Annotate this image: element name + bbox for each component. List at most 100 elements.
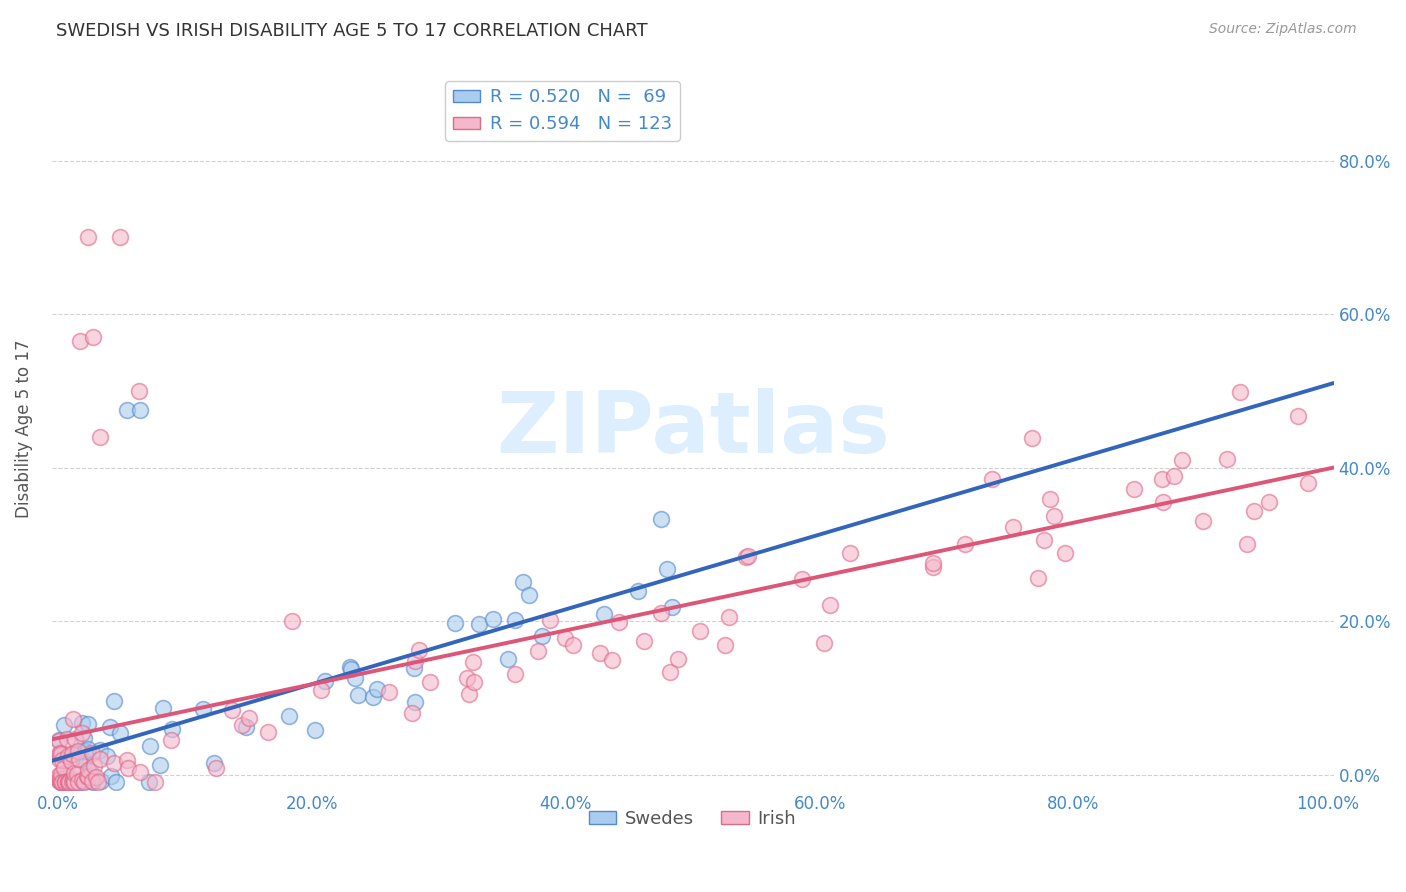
Point (60, 775, 83, 789)
Point (62, 772, 84, 787)
Point (52, 718, 75, 732)
Point (65, 731, 87, 746)
Point (75, 773, 97, 788)
Point (67, 775, 90, 789)
Point (278, 708, 301, 723)
Point (59, 775, 82, 789)
Point (53, 761, 76, 775)
Point (117, 762, 139, 776)
Point (340, 662, 363, 676)
Point (1026, 571, 1049, 585)
Point (49, 775, 72, 789)
Point (633, 634, 655, 648)
Y-axis label: Disability Age 5 to 17: Disability Age 5 to 17 (15, 340, 32, 518)
Point (463, 674, 485, 689)
Point (80, 746, 103, 760)
Point (48, 772, 70, 787)
Point (463, 655, 485, 669)
Point (1001, 519, 1024, 533)
Point (108, 230, 131, 244)
Point (922, 556, 945, 570)
Point (59, 755, 82, 769)
Point (76, 770, 98, 784)
Point (1243, 504, 1265, 518)
Point (627, 584, 650, 599)
Point (69, 334, 91, 348)
Point (655, 561, 678, 575)
Point (149, 758, 172, 772)
Point (953, 537, 976, 551)
Point (79, 764, 101, 779)
Point (56, 775, 79, 789)
Point (193, 702, 215, 716)
Point (90, 773, 112, 788)
Point (98, 720, 121, 734)
Point (512, 575, 534, 590)
Point (314, 674, 336, 689)
Point (1215, 451, 1237, 466)
Point (56, 775, 79, 789)
Point (49, 775, 72, 789)
Point (83, 759, 105, 773)
Point (70, 772, 93, 787)
Point (77, 717, 100, 731)
Point (481, 612, 503, 626)
Point (70, 726, 93, 740)
Point (62, 712, 84, 726)
Point (1286, 409, 1309, 423)
Point (517, 588, 540, 602)
Point (138, 739, 160, 753)
Point (73, 744, 96, 758)
Point (56, 775, 79, 789)
Point (60, 747, 83, 761)
Point (304, 723, 326, 738)
Point (51, 775, 73, 789)
Point (1257, 495, 1279, 509)
Point (138, 775, 160, 789)
Point (1192, 514, 1215, 528)
Point (49, 773, 72, 788)
Point (51, 747, 73, 761)
Point (128, 765, 150, 780)
Point (1152, 495, 1174, 509)
Point (1296, 476, 1319, 491)
Point (607, 615, 630, 629)
Point (48, 734, 70, 748)
Point (838, 546, 860, 560)
Point (1170, 453, 1192, 467)
Point (404, 695, 426, 709)
Point (108, 726, 131, 740)
Point (530, 630, 553, 644)
Point (561, 638, 583, 652)
Point (48, 772, 70, 786)
Point (458, 687, 481, 701)
Point (496, 652, 519, 666)
Point (84, 771, 107, 785)
Point (404, 661, 426, 675)
Point (1122, 482, 1144, 496)
Point (70, 716, 93, 731)
Point (361, 690, 384, 705)
Point (56, 775, 79, 789)
Point (347, 688, 370, 702)
Point (51, 753, 73, 767)
Point (62, 775, 84, 789)
Text: ZIPatlas: ZIPatlas (496, 388, 890, 471)
Point (77, 230, 100, 244)
Point (505, 613, 527, 627)
Point (1229, 385, 1251, 400)
Point (593, 607, 616, 622)
Point (76, 769, 98, 783)
Point (921, 560, 943, 574)
Point (82, 775, 104, 789)
Point (58, 775, 80, 789)
Point (65, 775, 87, 789)
Point (65, 775, 87, 789)
Point (63, 775, 86, 789)
Point (714, 639, 737, 653)
Point (96, 748, 118, 763)
Point (205, 761, 228, 775)
Point (58, 775, 80, 789)
Point (408, 643, 430, 657)
Point (49, 775, 72, 789)
